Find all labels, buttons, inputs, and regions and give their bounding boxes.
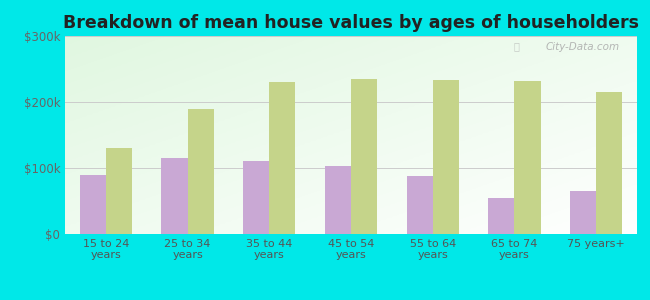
- Text: 🔍: 🔍: [514, 41, 520, 52]
- Bar: [596, 92, 622, 234]
- Bar: [161, 158, 188, 234]
- Title: Breakdown of mean house values by ages of householders: Breakdown of mean house values by ages o…: [63, 14, 639, 32]
- Bar: [188, 109, 214, 234]
- Bar: [514, 81, 541, 234]
- Bar: [269, 82, 296, 234]
- Bar: [106, 148, 132, 234]
- Text: City-Data.com: City-Data.com: [546, 42, 620, 52]
- Bar: [406, 176, 433, 234]
- Bar: [351, 79, 377, 234]
- Bar: [325, 166, 351, 234]
- Bar: [488, 198, 514, 234]
- Bar: [433, 80, 459, 234]
- Bar: [243, 161, 269, 234]
- Bar: [80, 175, 106, 234]
- Bar: [570, 191, 596, 234]
